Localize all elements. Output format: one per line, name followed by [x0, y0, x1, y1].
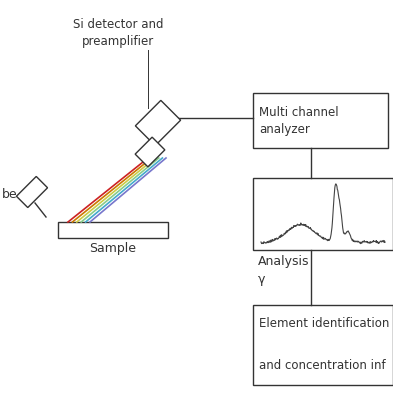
Polygon shape [17, 176, 48, 208]
FancyBboxPatch shape [253, 93, 388, 148]
Polygon shape [135, 100, 181, 146]
Text: Si detector and
preamplifier: Si detector and preamplifier [73, 18, 163, 48]
Text: be: be [2, 188, 18, 201]
Polygon shape [135, 137, 165, 167]
Text: Element identification

and concentration inf: Element identification and concentration… [259, 317, 389, 372]
Text: Multi channel
analyzer: Multi channel analyzer [259, 105, 339, 136]
Text: Sample: Sample [90, 242, 136, 255]
Text: Analysis
γ: Analysis γ [258, 255, 310, 286]
FancyBboxPatch shape [253, 305, 393, 385]
FancyBboxPatch shape [253, 178, 393, 250]
FancyBboxPatch shape [58, 222, 168, 238]
